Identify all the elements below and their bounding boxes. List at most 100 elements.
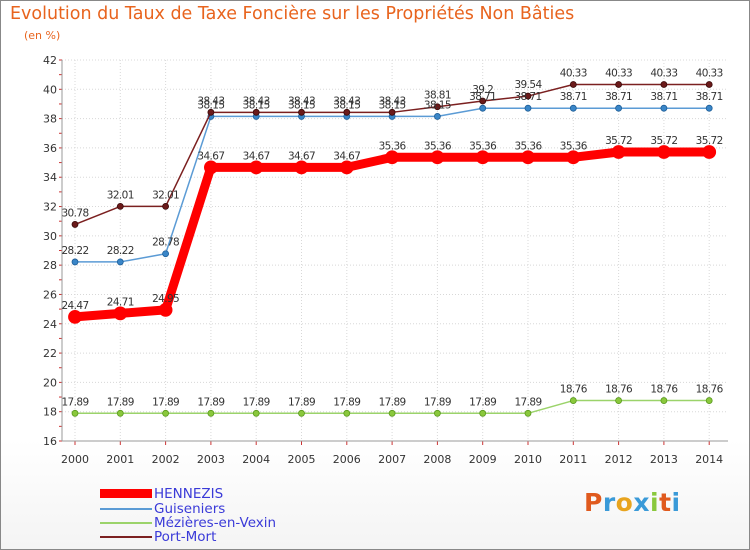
data-point xyxy=(162,202,170,210)
y-tick-label: 32 xyxy=(43,201,57,214)
data-point xyxy=(343,409,351,417)
x-tick-label: 2006 xyxy=(333,453,361,466)
y-tick-label: 30 xyxy=(43,230,57,243)
data-point xyxy=(249,160,264,175)
data-label: 17.89 xyxy=(469,396,496,408)
legend-item-hennezis: HENNEZIS xyxy=(100,486,223,502)
data-point xyxy=(162,250,170,258)
y-tick-label: 22 xyxy=(43,347,57,360)
data-label: 24.47 xyxy=(61,300,88,312)
data-label: 30.78 xyxy=(61,207,88,219)
y-tick-label: 40 xyxy=(43,83,57,96)
y-tick-label: 36 xyxy=(43,142,57,155)
data-point xyxy=(660,81,668,88)
legend-swatch xyxy=(100,521,152,524)
data-label: 35.36 xyxy=(424,140,452,152)
y-tick-label: 18 xyxy=(43,406,57,419)
data-point xyxy=(433,409,441,417)
logo-letter: i xyxy=(650,488,660,517)
data-label: 34.67 xyxy=(197,150,224,162)
data-label: 17.89 xyxy=(243,396,270,408)
data-label: 35.72 xyxy=(650,135,677,147)
data-label: 17.89 xyxy=(424,396,451,408)
data-label: 40.33 xyxy=(650,67,677,79)
axes xyxy=(59,59,728,445)
x-tick-label: 2001 xyxy=(106,453,134,466)
data-label: 38.15 xyxy=(424,99,451,111)
data-point xyxy=(615,397,622,404)
data-label: 32.01 xyxy=(107,189,134,201)
data-label: 38.71 xyxy=(605,91,632,103)
x-tick-label: 2013 xyxy=(650,453,678,466)
data-point xyxy=(433,113,441,120)
y-axis-ticks: 16 18 20 22 24 26 28 30 32 34 36 38 40 42 xyxy=(43,54,57,448)
data-point xyxy=(343,108,351,116)
data-point xyxy=(116,409,124,417)
data-point xyxy=(385,150,400,165)
data-point xyxy=(116,202,124,210)
data-point xyxy=(298,108,305,116)
data-label: 35.36 xyxy=(469,140,497,152)
logo-letter: t xyxy=(659,488,672,517)
data-point xyxy=(615,81,622,88)
data-label: 38.15 xyxy=(333,99,360,111)
legend-label: Guiseniers xyxy=(154,500,226,517)
y-tick-label: 26 xyxy=(43,288,57,301)
y-tick-label: 28 xyxy=(43,259,57,272)
data-label: 38.15 xyxy=(243,99,270,111)
data-point xyxy=(203,160,218,175)
data-label: 35.72 xyxy=(605,135,632,147)
data-label: 40.33 xyxy=(560,67,587,79)
data-label: 18.76 xyxy=(605,384,633,396)
data-point xyxy=(615,104,622,112)
data-point xyxy=(705,397,713,404)
data-label: 34.67 xyxy=(333,150,360,162)
data-point xyxy=(479,97,487,105)
data-label: 17.89 xyxy=(333,396,360,408)
data-label: 18.76 xyxy=(650,384,678,396)
data-label: 24.71 xyxy=(107,296,134,308)
data-label: 38.43 xyxy=(333,95,360,107)
data-point xyxy=(524,92,532,100)
series-group xyxy=(68,81,717,417)
legend-swatch xyxy=(100,507,152,510)
x-tick-label: 2014 xyxy=(695,453,723,466)
y-tick-label: 42 xyxy=(43,54,57,67)
data-label: 38.71 xyxy=(514,91,541,103)
legend-item-port-mort: Port-Mort xyxy=(100,528,217,545)
data-point xyxy=(657,145,671,159)
data-point xyxy=(479,104,487,112)
data-point xyxy=(566,150,581,165)
logo-letter: i xyxy=(671,488,681,517)
data-point xyxy=(479,409,487,417)
chart-title: Evolution du Taux de Taxe Foncière sur l… xyxy=(10,4,575,24)
data-point xyxy=(71,258,79,266)
legend-swatch xyxy=(100,535,152,538)
data-point xyxy=(524,104,532,112)
data-label: 40.33 xyxy=(696,67,723,79)
data-point xyxy=(388,108,396,116)
data-point xyxy=(702,145,717,159)
data-label: 34.67 xyxy=(288,150,315,162)
data-label: 35.36 xyxy=(560,140,588,152)
data-label: 38.15 xyxy=(379,99,406,111)
data-point xyxy=(68,309,82,324)
data-label: 38.15 xyxy=(288,99,315,111)
data-label: 38.43 xyxy=(288,95,315,107)
data-label: 17.89 xyxy=(152,396,179,408)
proxiti-logo: Proxiti xyxy=(584,488,681,517)
data-point xyxy=(298,409,305,417)
data-label: 28.78 xyxy=(152,237,179,249)
data-label: 17.89 xyxy=(379,396,406,408)
data-point xyxy=(207,108,215,116)
legend-label: Port-Mort xyxy=(154,528,217,545)
data-label: 38.43 xyxy=(243,95,270,107)
legend-item-guiseniers: Guiseniers xyxy=(100,500,226,517)
y-tick-label: 24 xyxy=(43,318,57,331)
unit-label: (en %) xyxy=(24,29,61,42)
x-tick-label: 2010 xyxy=(514,453,542,466)
data-point xyxy=(158,302,173,317)
grid xyxy=(62,59,728,442)
data-label: 35.36 xyxy=(379,140,407,152)
data-point xyxy=(524,409,532,417)
